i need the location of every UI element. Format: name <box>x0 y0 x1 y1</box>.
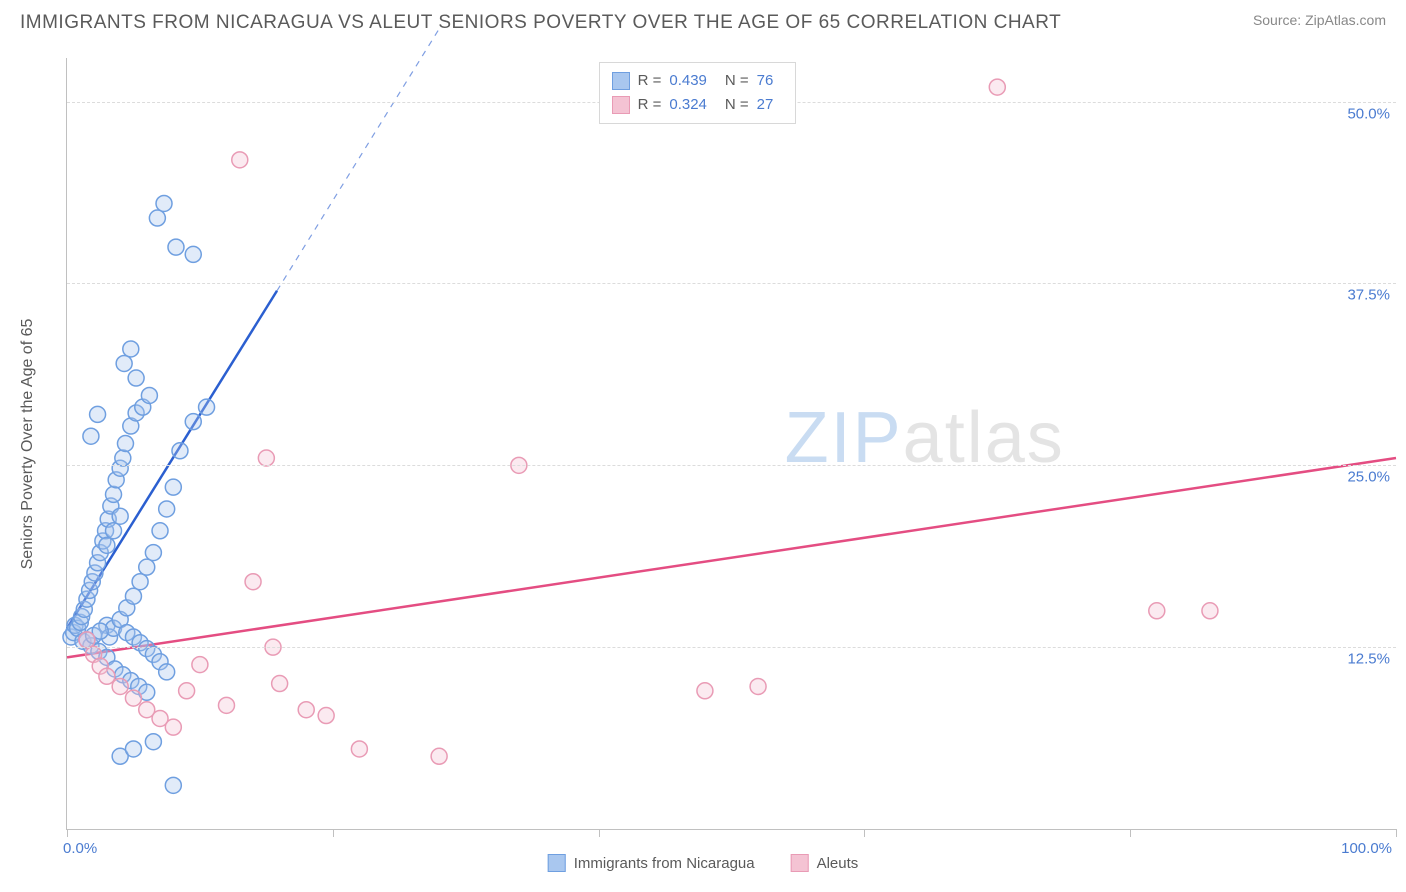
data-point <box>168 239 184 255</box>
legend-swatch <box>548 854 566 872</box>
legend-n-value: 76 <box>757 69 774 93</box>
data-point <box>139 559 155 575</box>
data-point <box>149 210 165 226</box>
data-point <box>125 690 141 706</box>
data-point <box>318 708 334 724</box>
gridline-horizontal <box>67 283 1396 284</box>
legend-n-label: N = <box>725 69 749 93</box>
y-tick-label: 37.5% <box>1347 287 1390 304</box>
plot-region: 12.5%25.0%37.5%50.0%0.0%100.0%ZIPatlasR … <box>66 58 1396 830</box>
data-point <box>272 676 288 692</box>
data-point <box>351 741 367 757</box>
chart-area: Seniors Poverty Over the Age of 65 12.5%… <box>50 58 1396 830</box>
data-point <box>90 406 106 422</box>
data-point <box>132 574 148 590</box>
data-point <box>165 479 181 495</box>
data-point <box>185 414 201 430</box>
data-point <box>116 355 132 371</box>
data-point <box>128 370 144 386</box>
x-tick <box>1396 829 1397 837</box>
gridline-horizontal <box>67 647 1396 648</box>
data-point <box>145 545 161 561</box>
data-point <box>156 195 172 211</box>
data-point <box>232 152 248 168</box>
data-point <box>145 734 161 750</box>
data-point <box>192 657 208 673</box>
legend-swatch <box>612 72 630 90</box>
y-axis-label: Seniors Poverty Over the Age of 65 <box>19 319 37 570</box>
legend-n-value: 27 <box>757 93 774 117</box>
x-tick-label: 100.0% <box>1341 840 1392 857</box>
legend-series-item: Aleuts <box>791 854 859 872</box>
legend-row: R = 0.324 N = 27 <box>612 93 784 117</box>
source-attribution: Source: ZipAtlas.com <box>1253 12 1386 28</box>
plot-svg <box>67 58 1396 829</box>
data-point <box>179 683 195 699</box>
y-tick-label: 50.0% <box>1347 105 1390 122</box>
data-point <box>141 387 157 403</box>
x-tick-label: 0.0% <box>63 840 97 857</box>
data-point <box>750 678 766 694</box>
data-point <box>298 702 314 718</box>
data-point <box>123 341 139 357</box>
x-tick <box>67 829 68 837</box>
x-tick <box>599 829 600 837</box>
data-point <box>185 246 201 262</box>
trend-line-dashed <box>277 29 439 291</box>
data-point <box>258 450 274 466</box>
data-point <box>117 436 133 452</box>
chart-header: IMMIGRANTS FROM NICARAGUA VS ALEUT SENIO… <box>0 0 1406 40</box>
data-point <box>112 678 128 694</box>
trend-line <box>67 458 1396 657</box>
legend-series-label: Aleuts <box>817 855 859 872</box>
gridline-horizontal <box>67 465 1396 466</box>
legend-r-value: 0.439 <box>669 69 707 93</box>
data-point <box>112 508 128 524</box>
legend-correlation: R = 0.439 N = 76 R = 0.324 N = 27 <box>599 62 797 124</box>
legend-r-label: R = <box>638 69 662 93</box>
data-point <box>99 537 115 553</box>
y-tick-label: 12.5% <box>1347 651 1390 668</box>
data-point <box>159 501 175 517</box>
data-point <box>106 523 122 539</box>
data-point <box>83 428 99 444</box>
data-point <box>1149 603 1165 619</box>
legend-bottom: Immigrants from Nicaragua Aleuts <box>548 854 859 872</box>
data-point <box>165 777 181 793</box>
data-point <box>125 741 141 757</box>
legend-series-label: Immigrants from Nicaragua <box>574 855 755 872</box>
data-point <box>1202 603 1218 619</box>
data-point <box>697 683 713 699</box>
data-point <box>125 588 141 604</box>
legend-row: R = 0.439 N = 76 <box>612 69 784 93</box>
data-point <box>172 443 188 459</box>
data-point <box>106 486 122 502</box>
data-point <box>79 632 95 648</box>
legend-r-value: 0.324 <box>669 93 707 117</box>
chart-title: IMMIGRANTS FROM NICARAGUA VS ALEUT SENIO… <box>20 12 1061 34</box>
data-point <box>218 697 234 713</box>
legend-r-label: R = <box>638 93 662 117</box>
legend-swatch <box>612 96 630 114</box>
legend-swatch <box>791 854 809 872</box>
legend-n-label: N = <box>725 93 749 117</box>
x-tick <box>864 829 865 837</box>
legend-series-item: Immigrants from Nicaragua <box>548 854 755 872</box>
data-point <box>115 450 131 466</box>
y-tick-label: 25.0% <box>1347 469 1390 486</box>
data-point <box>245 574 261 590</box>
data-point <box>165 719 181 735</box>
x-tick <box>1130 829 1131 837</box>
data-point <box>159 664 175 680</box>
data-point <box>989 79 1005 95</box>
x-tick <box>333 829 334 837</box>
data-point <box>152 523 168 539</box>
data-point <box>431 748 447 764</box>
data-point <box>199 399 215 415</box>
data-point <box>99 668 115 684</box>
